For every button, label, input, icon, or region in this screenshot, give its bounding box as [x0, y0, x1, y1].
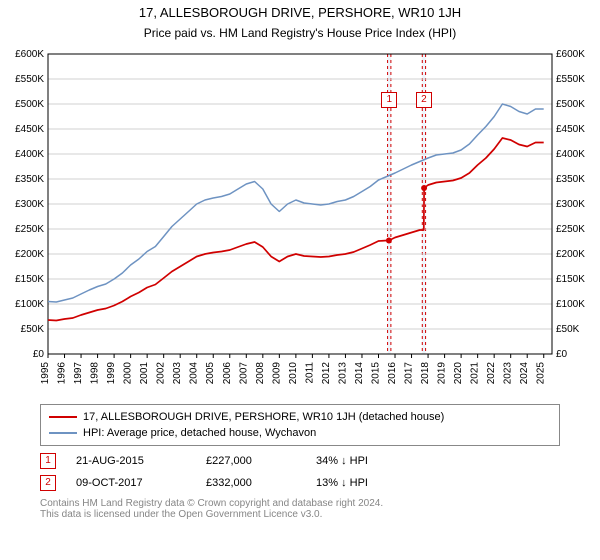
svg-text:2014: 2014	[354, 362, 365, 385]
svg-text:2024: 2024	[519, 362, 530, 385]
svg-text:£50K: £50K	[556, 324, 580, 335]
svg-text:£50K: £50K	[21, 324, 45, 335]
attribution-line: Contains HM Land Registry data © Crown c…	[40, 498, 560, 509]
svg-text:2004: 2004	[189, 362, 200, 385]
sale-row: 2 09-OCT-2017 £332,000 13% ↓ HPI	[40, 472, 560, 494]
svg-text:2008: 2008	[255, 362, 266, 385]
svg-text:2009: 2009	[271, 362, 282, 385]
legend-label: 17, ALLESBOROUGH DRIVE, PERSHORE, WR10 1…	[83, 411, 444, 423]
sale-row: 1 21-AUG-2015 £227,000 34% ↓ HPI	[40, 450, 560, 472]
chart-svg: £0 £0 £50K £50K £100K £100K £150K £150K £200K £20…	[0, 48, 600, 398]
svg-text:£450K: £450K	[556, 124, 585, 135]
svg-text:2018: 2018	[420, 362, 431, 385]
svg-text:2003: 2003	[172, 362, 183, 385]
svg-text:£300K: £300K	[15, 199, 44, 210]
svg-text:2022: 2022	[486, 362, 497, 385]
svg-text:2017: 2017	[404, 362, 415, 385]
sale-delta: 13% ↓ HPI	[316, 477, 368, 489]
svg-text:2012: 2012	[321, 362, 332, 385]
svg-text:2013: 2013	[337, 362, 348, 385]
sale-delta: 34% ↓ HPI	[316, 455, 368, 467]
svg-text:£500K: £500K	[556, 99, 585, 110]
svg-text:£0: £0	[556, 349, 568, 360]
sale-date: 21-AUG-2015	[76, 455, 186, 467]
svg-text:£300K: £300K	[556, 199, 585, 210]
svg-text:£250K: £250K	[15, 224, 44, 235]
svg-text:£250K: £250K	[556, 224, 585, 235]
svg-text:£100K: £100K	[15, 299, 44, 310]
svg-text:1999: 1999	[106, 362, 117, 385]
svg-text:2015: 2015	[370, 362, 381, 385]
svg-text:1998: 1998	[90, 362, 101, 385]
svg-text:2006: 2006	[222, 362, 233, 385]
svg-text:£200K: £200K	[556, 249, 585, 260]
svg-text:£400K: £400K	[15, 149, 44, 160]
svg-text:£100K: £100K	[556, 299, 585, 310]
svg-text:2023: 2023	[503, 362, 514, 385]
sales-table: 1 21-AUG-2015 £227,000 34% ↓ HPI 2 09-OCT-201…	[40, 450, 560, 494]
svg-text:£600K: £600K	[556, 49, 585, 60]
svg-text:1996: 1996	[57, 362, 68, 385]
legend-label: HPI: Average price, detached house, Wych…	[83, 427, 316, 439]
svg-text:1997: 1997	[73, 362, 84, 385]
page-subtitle: Price paid vs. HM Land Registry's House …	[144, 26, 456, 40]
svg-text:2002: 2002	[156, 362, 167, 385]
svg-text:£550K: £550K	[556, 74, 585, 85]
sale-price: £332,000	[206, 477, 296, 489]
price-chart: £0 £0 £50K £50K £100K £100K £150K £150K £200K £20…	[0, 48, 600, 398]
legend-box: 17, ALLESBOROUGH DRIVE, PERSHORE, WR10 1…	[40, 404, 560, 446]
svg-text:£500K: £500K	[15, 99, 44, 110]
svg-text:2016: 2016	[387, 362, 398, 385]
svg-text:2010: 2010	[288, 362, 299, 385]
legend-row: 17, ALLESBOROUGH DRIVE, PERSHORE, WR10 1…	[49, 409, 551, 425]
sale-badge: 1	[40, 453, 56, 469]
chart-event-badge: 2	[416, 92, 432, 108]
svg-text:2007: 2007	[238, 362, 249, 385]
svg-text:£600K: £600K	[15, 49, 44, 60]
svg-text:2011: 2011	[304, 362, 315, 384]
sale-price: £227,000	[206, 455, 296, 467]
svg-text:£350K: £350K	[556, 174, 585, 185]
chart-event-badge: 1	[381, 92, 397, 108]
attribution: Contains HM Land Registry data © Crown c…	[40, 498, 560, 520]
svg-text:£150K: £150K	[15, 274, 44, 285]
attribution-line: This data is licensed under the Open Gov…	[40, 509, 560, 520]
svg-text:£200K: £200K	[15, 249, 44, 260]
svg-text:£0: £0	[33, 349, 45, 360]
svg-text:2019: 2019	[437, 362, 448, 385]
sale-date: 09-OCT-2017	[76, 477, 186, 489]
legend-swatch	[49, 432, 77, 434]
svg-text:£350K: £350K	[15, 174, 44, 185]
svg-text:2000: 2000	[123, 362, 134, 385]
svg-text:2020: 2020	[453, 362, 464, 385]
svg-text:2001: 2001	[139, 362, 150, 385]
svg-text:£550K: £550K	[15, 74, 44, 85]
svg-text:£450K: £450K	[15, 124, 44, 135]
sale-badge: 2	[40, 475, 56, 491]
svg-text:2005: 2005	[205, 362, 216, 385]
svg-text:2021: 2021	[470, 362, 481, 385]
legend-swatch	[49, 416, 77, 418]
page-title: 17, ALLESBOROUGH DRIVE, PERSHORE, WR10 1…	[139, 5, 461, 20]
legend-row: HPI: Average price, detached house, Wych…	[49, 425, 551, 441]
svg-text:2025: 2025	[536, 362, 547, 385]
svg-text:£150K: £150K	[556, 274, 585, 285]
svg-text:£400K: £400K	[556, 149, 585, 160]
svg-text:1995: 1995	[40, 362, 51, 385]
